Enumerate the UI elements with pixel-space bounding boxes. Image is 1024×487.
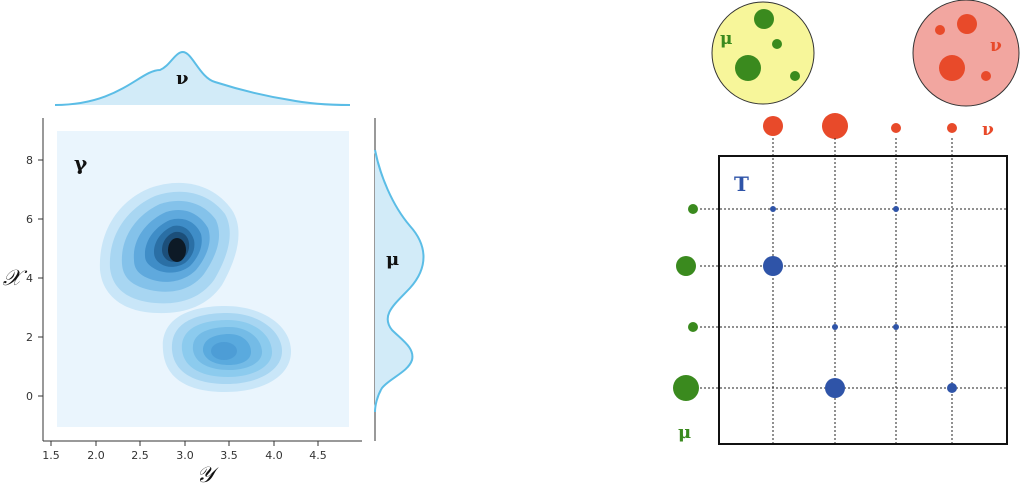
x-tick-label: 3.0 <box>176 449 194 462</box>
nu-weight-dot <box>947 123 957 133</box>
nu-marginal-label: ν <box>176 68 189 89</box>
mu-weights-column: μ <box>673 204 699 443</box>
x-tick: 2.5 <box>131 441 149 462</box>
mu-density-line <box>374 149 425 413</box>
mu-atom <box>735 55 761 81</box>
y-axis-label: 𝒳 <box>3 266 28 291</box>
plan-entry <box>763 256 783 276</box>
x-tick: 3.5 <box>220 441 238 462</box>
nu-atom <box>935 25 945 35</box>
y-tick-label: 2 <box>26 331 33 344</box>
mu-circle <box>711 1 815 105</box>
nu-circle-label: ν <box>990 36 1002 56</box>
plan-entry <box>947 383 957 393</box>
mu-column-label: μ <box>678 422 691 443</box>
y-tick-label: 8 <box>26 154 33 167</box>
y-axis-ticks: 0 2 4 6 8 <box>26 154 43 403</box>
x-tick-label: 1.5 <box>42 449 60 462</box>
x-tick-label: 2.0 <box>87 449 105 462</box>
x-axis-ticks: 1.5 2.0 2.5 3.0 3.5 4.0 4.5 <box>42 441 327 462</box>
joint-axes: γ <box>42 118 362 442</box>
transport-matrix-frame <box>718 155 1008 445</box>
kde-contours-lower <box>162 306 292 392</box>
mu-density-fill <box>375 150 424 412</box>
mu-weight-dot <box>673 375 699 401</box>
joint-plot: ν <box>3 50 425 487</box>
nu-weight-dot <box>891 123 901 133</box>
nu-weight-dot <box>763 116 783 136</box>
y-tick: 8 <box>26 154 43 167</box>
transport-plan-entries <box>763 206 957 398</box>
plan-entry <box>893 206 899 212</box>
nu-atom <box>981 71 991 81</box>
mu-weight-dot <box>688 204 698 214</box>
plan-entry <box>893 324 899 330</box>
x-tick: 4.0 <box>265 441 283 462</box>
y-tick: 0 <box>26 390 43 403</box>
mu-atom <box>772 39 782 49</box>
mu-atom <box>754 9 774 29</box>
nu-atom <box>957 14 977 34</box>
y-tick: 6 <box>26 213 43 226</box>
y-tick-label: 6 <box>26 213 33 226</box>
transport-diagram: μ ν ν μ <box>673 0 1020 445</box>
x-tick: 4.5 <box>309 441 327 462</box>
x-tick-label: 4.5 <box>309 449 327 462</box>
y-tick-label: 0 <box>26 390 33 403</box>
mu-weight-dot <box>688 322 698 332</box>
mu-marginal-label: μ <box>386 249 399 270</box>
mu-weight-dot <box>676 256 696 276</box>
nu-row-label: ν <box>982 120 994 140</box>
x-tick: 3.0 <box>176 441 194 462</box>
nu-atom <box>939 55 965 81</box>
gamma-label: γ <box>74 151 88 175</box>
y-tick: 2 <box>26 331 43 344</box>
x-tick-label: 4.0 <box>265 449 283 462</box>
x-tick-label: 2.5 <box>131 449 149 462</box>
mu-circle-label: μ <box>720 29 732 49</box>
right-marginal-kde: μ <box>374 118 425 441</box>
plan-entry <box>825 378 845 398</box>
mu-atom <box>790 71 800 81</box>
x-axis-label: 𝒴 <box>196 463 219 487</box>
nu-weight-dot <box>822 113 848 139</box>
y-tick: 4 <box>26 272 43 285</box>
nu-weights-row: ν <box>763 113 994 140</box>
mu-distribution: μ <box>711 1 815 105</box>
transport-plan-label: T <box>734 172 749 196</box>
plan-entry <box>832 324 838 330</box>
x-tick: 2.0 <box>87 441 105 462</box>
kde-contours-upper <box>99 182 239 314</box>
nu-density-fill <box>55 52 350 105</box>
x-tick: 1.5 <box>42 441 60 462</box>
y-tick-label: 4 <box>26 272 33 285</box>
plan-entry <box>770 206 776 212</box>
nu-distribution: ν <box>912 0 1020 107</box>
nu-density-line <box>54 50 351 106</box>
x-tick-label: 3.5 <box>220 449 238 462</box>
top-marginal-kde: ν <box>54 50 351 106</box>
